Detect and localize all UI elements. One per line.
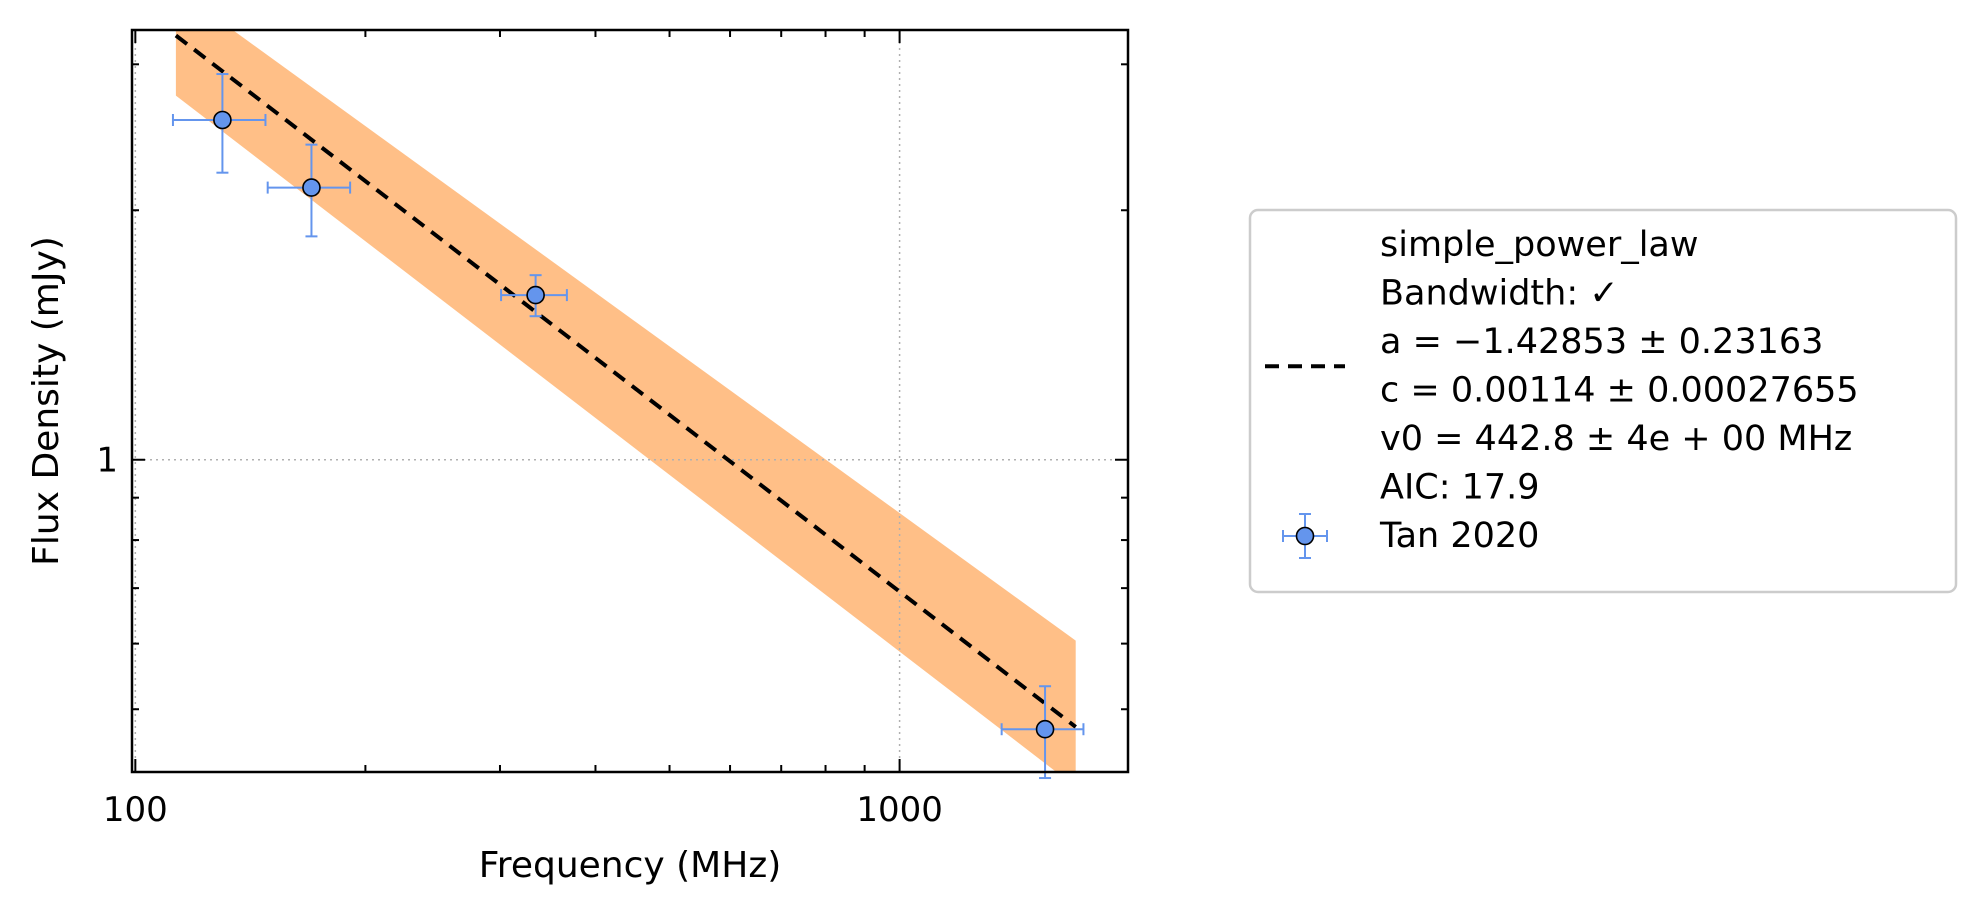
legend-frame xyxy=(1248,208,1958,594)
plot-frame xyxy=(130,28,1130,774)
x-tick-label: 100 xyxy=(103,790,168,830)
data-point xyxy=(171,73,267,174)
plot-area: 100 1000 1 xyxy=(96,28,1130,830)
uncertainty-band xyxy=(175,30,1076,772)
legend-entry: simple_power_law Bandwidth: ✓ a = −1.42853… xyxy=(1265,225,1859,508)
y-tick-label: 1 xyxy=(96,441,118,481)
data-points xyxy=(171,73,1085,780)
grid xyxy=(132,30,1128,772)
legend-text-line: AIC: 17.9 xyxy=(1380,468,1540,508)
axis-ticks xyxy=(132,30,1128,772)
x-tick-label: 1000 xyxy=(856,790,943,830)
data-marker xyxy=(302,178,321,197)
tick-labels: 100 1000 1 xyxy=(96,441,943,830)
data-marker xyxy=(213,110,232,130)
legend-text-line: v0 = 442.8 ± 4e + 00 MHz xyxy=(1380,419,1852,459)
x-axis-label: Frequency (MHz) xyxy=(479,845,782,886)
data-point xyxy=(266,143,352,238)
data-marker xyxy=(526,285,545,305)
fit-line-path xyxy=(174,33,1077,729)
legend-text-line: Tan 2020 xyxy=(1379,516,1539,556)
legend-entries: simple_power_law Bandwidth: ✓ a = −1.42853… xyxy=(1265,225,1859,559)
data-marker xyxy=(1035,719,1055,739)
legend-entry: Tan 2020 xyxy=(1282,513,1539,559)
data-point xyxy=(500,274,568,318)
legend-text-line: a = −1.42853 ± 0.23163 xyxy=(1380,322,1823,362)
uncertainty-band-area xyxy=(175,30,1076,772)
fit-line xyxy=(174,33,1077,729)
legend-marker xyxy=(1295,526,1315,546)
legend-text-line: Bandwidth: ✓ xyxy=(1380,274,1619,314)
data-point xyxy=(1000,685,1085,780)
legend-text-line: c = 0.00114 ± 0.00027655 xyxy=(1380,371,1859,411)
legend: simple_power_law Bandwidth: ✓ a = −1.42853… xyxy=(1248,208,1958,594)
legend-text-line: simple_power_law xyxy=(1380,225,1699,265)
y-axis-label: Flux Density (mJy) xyxy=(26,236,67,566)
